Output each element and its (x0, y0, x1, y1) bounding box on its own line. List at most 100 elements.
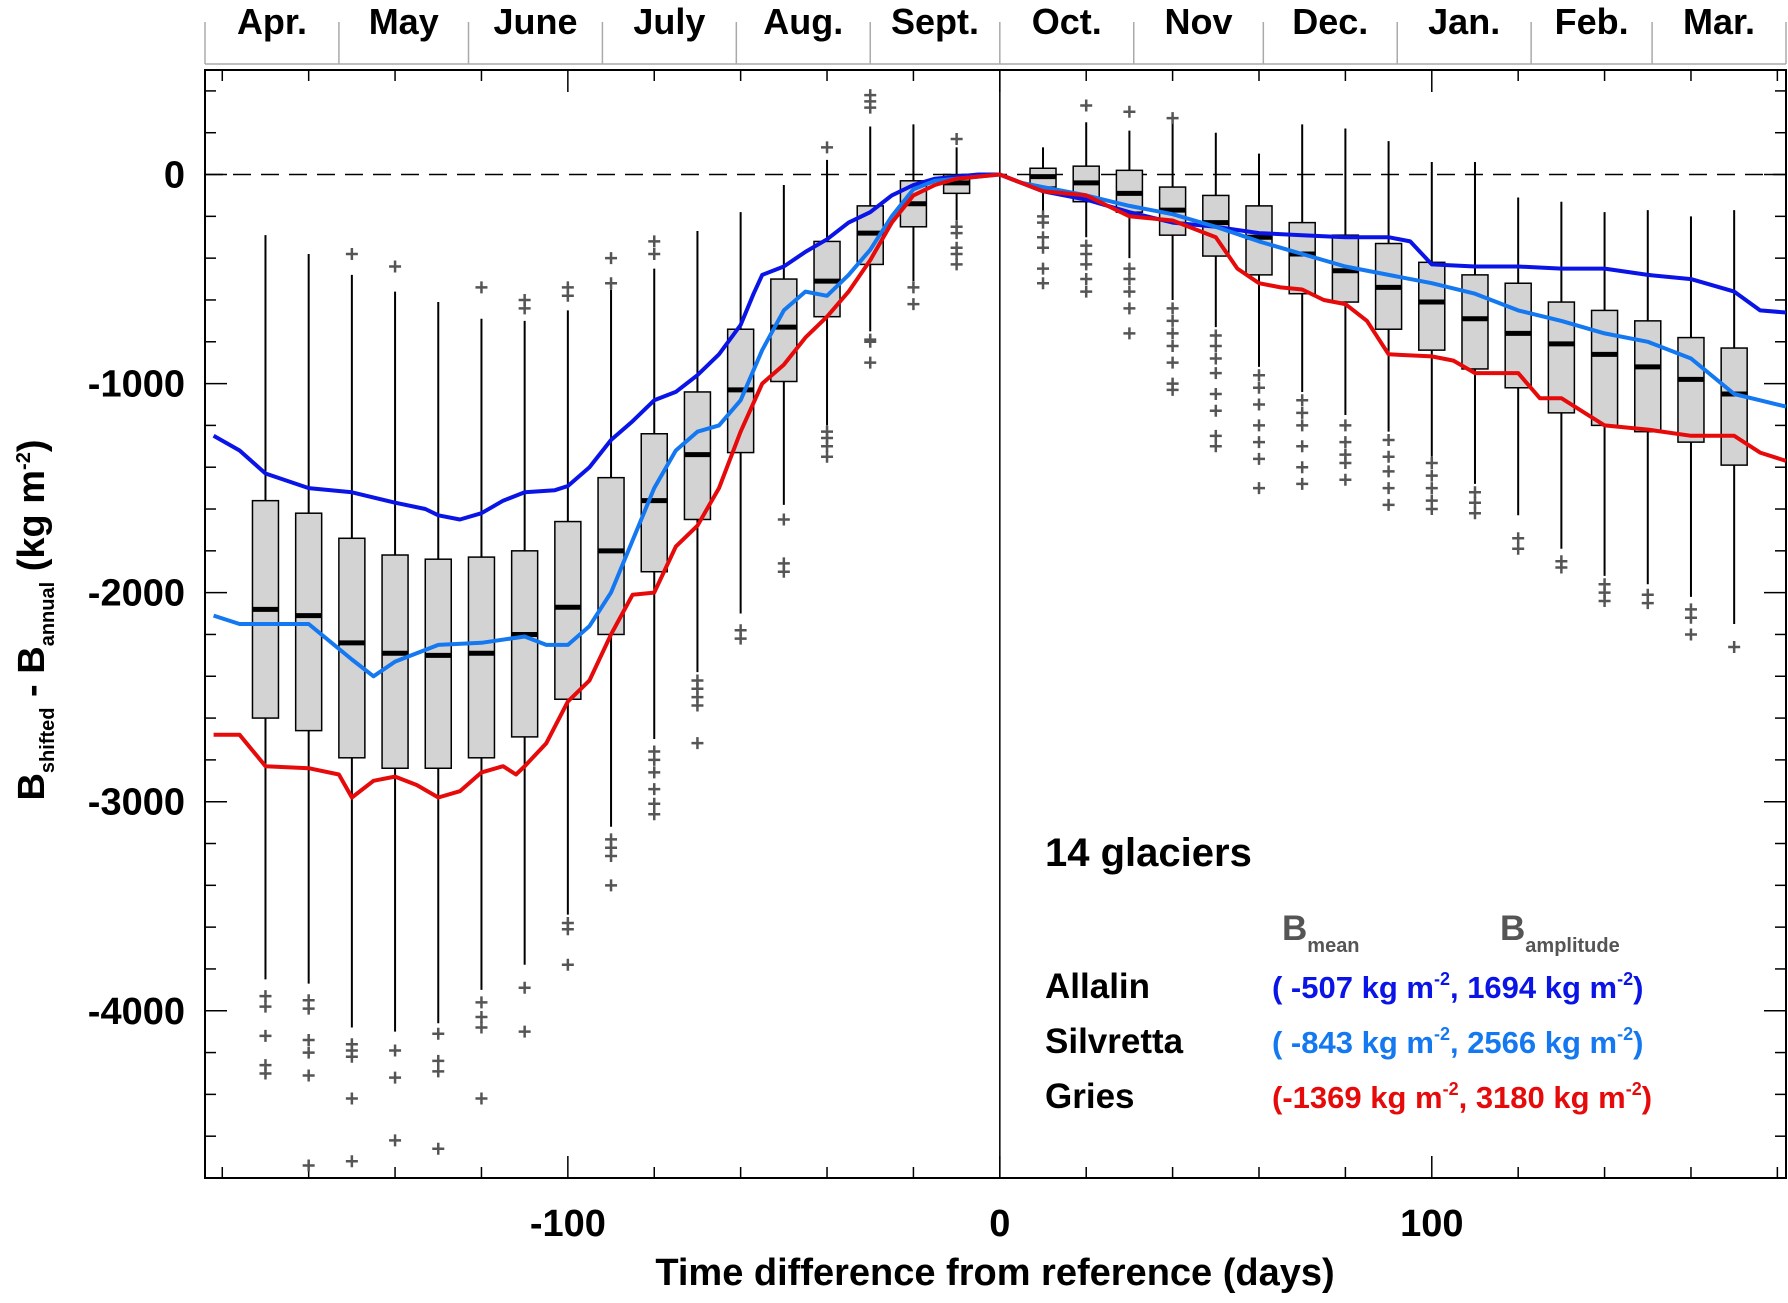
box-iqr (467, 556, 496, 759)
outlier-point (1555, 561, 1568, 574)
outlier-point (1253, 369, 1265, 382)
outlier-point (345, 1050, 358, 1063)
outlier-point (648, 247, 661, 260)
outlier-point (821, 450, 834, 463)
legend-header-amplitude: Bamplitude (1500, 909, 1620, 957)
series-line-silvretta (212, 172, 1787, 679)
month-label: Dec. (1292, 1, 1368, 42)
legend-header-amplitude-main: B (1500, 909, 1525, 948)
outlier-point (1339, 436, 1352, 449)
y-tick-label: -2000 (88, 573, 185, 615)
boxplot (1331, 128, 1360, 486)
annotation-glacier-count: 14 glaciers (1045, 831, 1252, 875)
outlier-point (259, 990, 272, 1003)
x-tick-label: 0 (989, 1203, 1010, 1245)
outlier-point (432, 1142, 445, 1155)
outlier-point (1339, 473, 1352, 486)
legend-stats-allalin: ( -507 kg m-2, 1694 kg m-2) (1272, 969, 1643, 1005)
outlier-point (1080, 285, 1093, 298)
box-iqr (294, 512, 323, 732)
outlier-point (1123, 105, 1136, 118)
outlier-point (1728, 640, 1741, 653)
boxplot (942, 132, 971, 271)
axis-ticks: 0-1000-2000-3000-4000-100 0 100 (88, 70, 1786, 1245)
outlier-point (389, 1071, 402, 1084)
outlier-point (777, 513, 790, 526)
outlier-point (1512, 542, 1525, 555)
boxplot (1158, 112, 1187, 396)
y-tick-label: -1000 (88, 364, 185, 406)
boxplot (1504, 197, 1532, 555)
outlier-point (389, 1134, 402, 1147)
outlier-point (1598, 595, 1611, 608)
box-iqr (1634, 320, 1662, 433)
outlier-point (1253, 482, 1265, 495)
outlier-point (605, 879, 618, 892)
month-strip: Apr. May June July Aug. Sept. Oct. Nov Dec. Jan. F… (204, 1, 1787, 65)
outlier-point (950, 227, 963, 240)
outlier-point (648, 783, 661, 796)
outlier-point (1166, 327, 1179, 340)
boxplot (424, 302, 453, 1155)
legend-stats-part: ( -507 kg m (1272, 970, 1434, 1005)
legend-stats-part: -2 (1434, 1024, 1450, 1044)
outlier-point (1296, 477, 1309, 490)
legend-stats-part: -2 (1626, 1079, 1642, 1099)
outlier-point (864, 89, 877, 102)
legend-stats-part: -2 (1434, 969, 1450, 989)
outlier-point (1166, 356, 1179, 369)
outlier-point (1253, 419, 1265, 432)
outlier-point (1080, 258, 1093, 271)
outlier-point (259, 1000, 272, 1013)
outlier-point (950, 258, 963, 271)
outlier-point (1296, 406, 1309, 419)
outlier-point (302, 1046, 315, 1059)
boxplot (770, 184, 798, 578)
outlier-point (345, 1155, 358, 1168)
boxplot (251, 235, 280, 1080)
outlier-point (1209, 352, 1222, 365)
y-title-mid: - B (11, 646, 53, 707)
boxplot (554, 281, 582, 971)
boxplot (1029, 147, 1057, 290)
outlier-point (518, 981, 531, 994)
outlier-point (1425, 457, 1438, 470)
boxplot (1245, 153, 1273, 495)
y-title-unit-sup: -2 (13, 452, 35, 470)
box-iqr (1720, 347, 1748, 466)
outlier-point (1382, 465, 1395, 478)
month-label: May (369, 1, 439, 42)
boxplot (1115, 105, 1144, 340)
outlier-point (1296, 419, 1309, 432)
legend-stats-part: ) (1633, 970, 1643, 1005)
outlier-point (1339, 419, 1352, 432)
outlier-point (907, 281, 920, 294)
outlier-point (259, 1029, 272, 1042)
legend-stats-part: , 3180 kg m (1459, 1080, 1626, 1115)
box-iqr (1418, 261, 1446, 351)
outlier-point (518, 302, 531, 315)
x-tick-label: -100 (530, 1203, 606, 1245)
legend-stats-part: (-1369 kg m (1272, 1080, 1443, 1115)
outlier-point (605, 277, 618, 290)
boxplot (1720, 210, 1748, 653)
outlier-point (1253, 436, 1265, 449)
outlier-point (1468, 496, 1481, 509)
boxplot (683, 230, 712, 750)
outlier-point (648, 766, 661, 779)
outlier-point (1253, 398, 1265, 411)
boxplot (1374, 141, 1403, 511)
outlier-point (302, 1159, 315, 1172)
outlier-point (821, 440, 834, 453)
outlier-point (1684, 628, 1697, 641)
plot-frame (204, 69, 1787, 1179)
boxplot (1202, 132, 1230, 453)
outlier-point (1425, 469, 1438, 482)
outlier-point (648, 235, 661, 248)
x-axis-title: Time difference from reference (days) (655, 1252, 1334, 1294)
boxplot (1634, 210, 1662, 610)
outlier-point (1209, 429, 1222, 442)
y-title-sub1: shifted (37, 708, 59, 774)
boxplot (381, 260, 409, 1147)
legend-name-gries: Gries (1045, 1077, 1135, 1116)
